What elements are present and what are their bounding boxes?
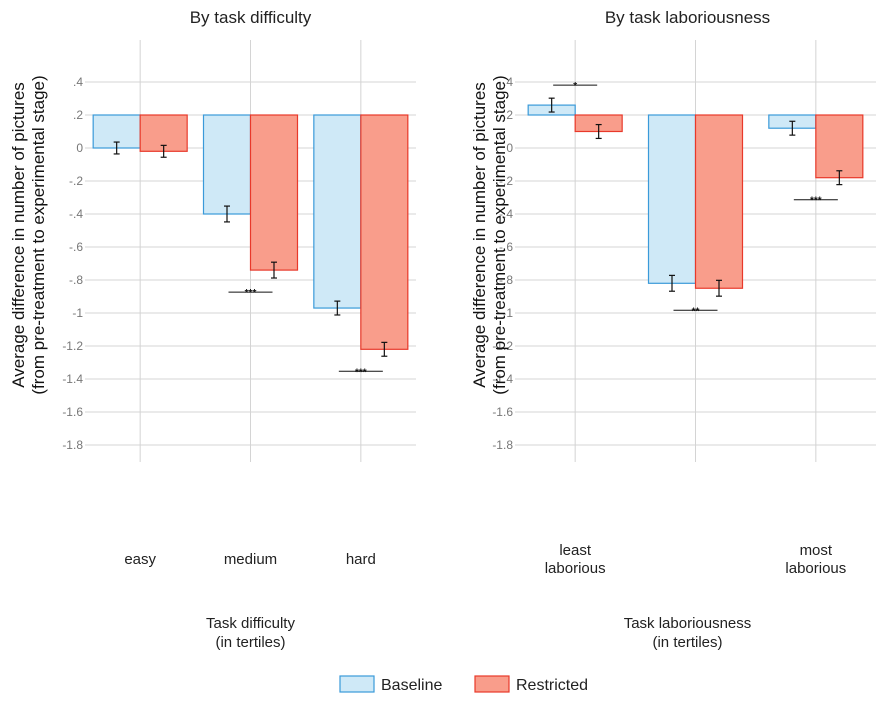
y-tick-label: -1.8 [492, 438, 513, 452]
x-axis-label: (in tertiles) [652, 634, 722, 651]
y-tick-label: -1.2 [62, 339, 83, 353]
y-tick-label: -1.2 [492, 339, 513, 353]
x-axis-label: Task laboriousness [624, 615, 752, 632]
y-tick-label: .2 [503, 108, 513, 122]
x-axis-label: Task difficulty [206, 615, 295, 632]
y-tick-label: -.4 [69, 207, 83, 221]
panel-task-laboriousness: .4.20-.2-.4-.6-.8-1-1.2-1.4-1.6-1.8*****… [470, 8, 876, 651]
y-axis-label: (from pre-treatment to experimental stag… [490, 75, 509, 394]
significance-label: *** [355, 367, 367, 378]
y-tick-label: .2 [73, 108, 83, 122]
bar-baseline [313, 114, 362, 309]
y-tick-label: -.2 [69, 174, 83, 188]
y-tick-label: -.8 [499, 273, 513, 287]
y-tick-label: -1.6 [62, 405, 83, 419]
category-label: hard [346, 551, 376, 568]
legend-swatch-restricted [474, 675, 510, 693]
y-tick-label: -1.6 [492, 405, 513, 419]
y-tick-label: .4 [73, 75, 83, 89]
significance-label: * [573, 81, 577, 92]
significance-label: ** [692, 306, 700, 317]
y-tick-label: -.6 [69, 240, 83, 254]
significance-label: *** [245, 288, 257, 299]
y-tick-label: -.8 [69, 273, 83, 287]
x-axis-label: (in tertiles) [215, 634, 285, 651]
category-label: most [800, 542, 833, 559]
legend-swatch-baseline [339, 675, 375, 693]
y-tick-label: -.2 [499, 174, 513, 188]
legend-label-baseline: Baseline [381, 677, 442, 694]
chart-title: By task laboriousness [605, 8, 770, 27]
y-axis-label: Average difference in number of pictures [9, 82, 28, 388]
significance-label: *** [810, 196, 822, 207]
category-label: least [559, 542, 592, 559]
category-label: laborious [785, 560, 846, 577]
y-tick-label: -1.4 [492, 372, 513, 386]
y-tick-label: 0 [76, 141, 83, 155]
category-label: laborious [545, 560, 606, 577]
y-tick-label: -.6 [499, 240, 513, 254]
bar-restricted [815, 114, 864, 179]
y-tick-label: -1.4 [62, 372, 83, 386]
y-tick-label: -1 [502, 306, 513, 320]
y-tick-label: -.4 [499, 207, 513, 221]
category-label: easy [124, 551, 156, 568]
category-label: medium [224, 551, 277, 568]
y-tick-label: -1 [72, 306, 83, 320]
y-tick-label: 0 [506, 141, 513, 155]
legend: Baseline Restricted [339, 675, 588, 694]
y-tick-label: -1.8 [62, 438, 83, 452]
bar-baseline [202, 114, 252, 215]
panel-task-difficulty: .4 .2 0 -.2 -.4 -.6 -.8 -1 -1.2 -1.4 -1.6 -1.8 *** **… [9, 8, 416, 651]
bar-restricted [360, 114, 409, 350]
bar-restricted [694, 114, 744, 289]
y-tick-label: .4 [503, 75, 513, 89]
bar-baseline [647, 114, 697, 284]
y-axis-label: Average difference in number of pictures [470, 82, 489, 388]
y-axis-label: (from pre-treatment to experimental stag… [29, 75, 48, 394]
chart-title: By task difficulty [190, 8, 312, 27]
legend-label-restricted: Restricted [516, 677, 588, 694]
bar-restricted [249, 114, 299, 271]
